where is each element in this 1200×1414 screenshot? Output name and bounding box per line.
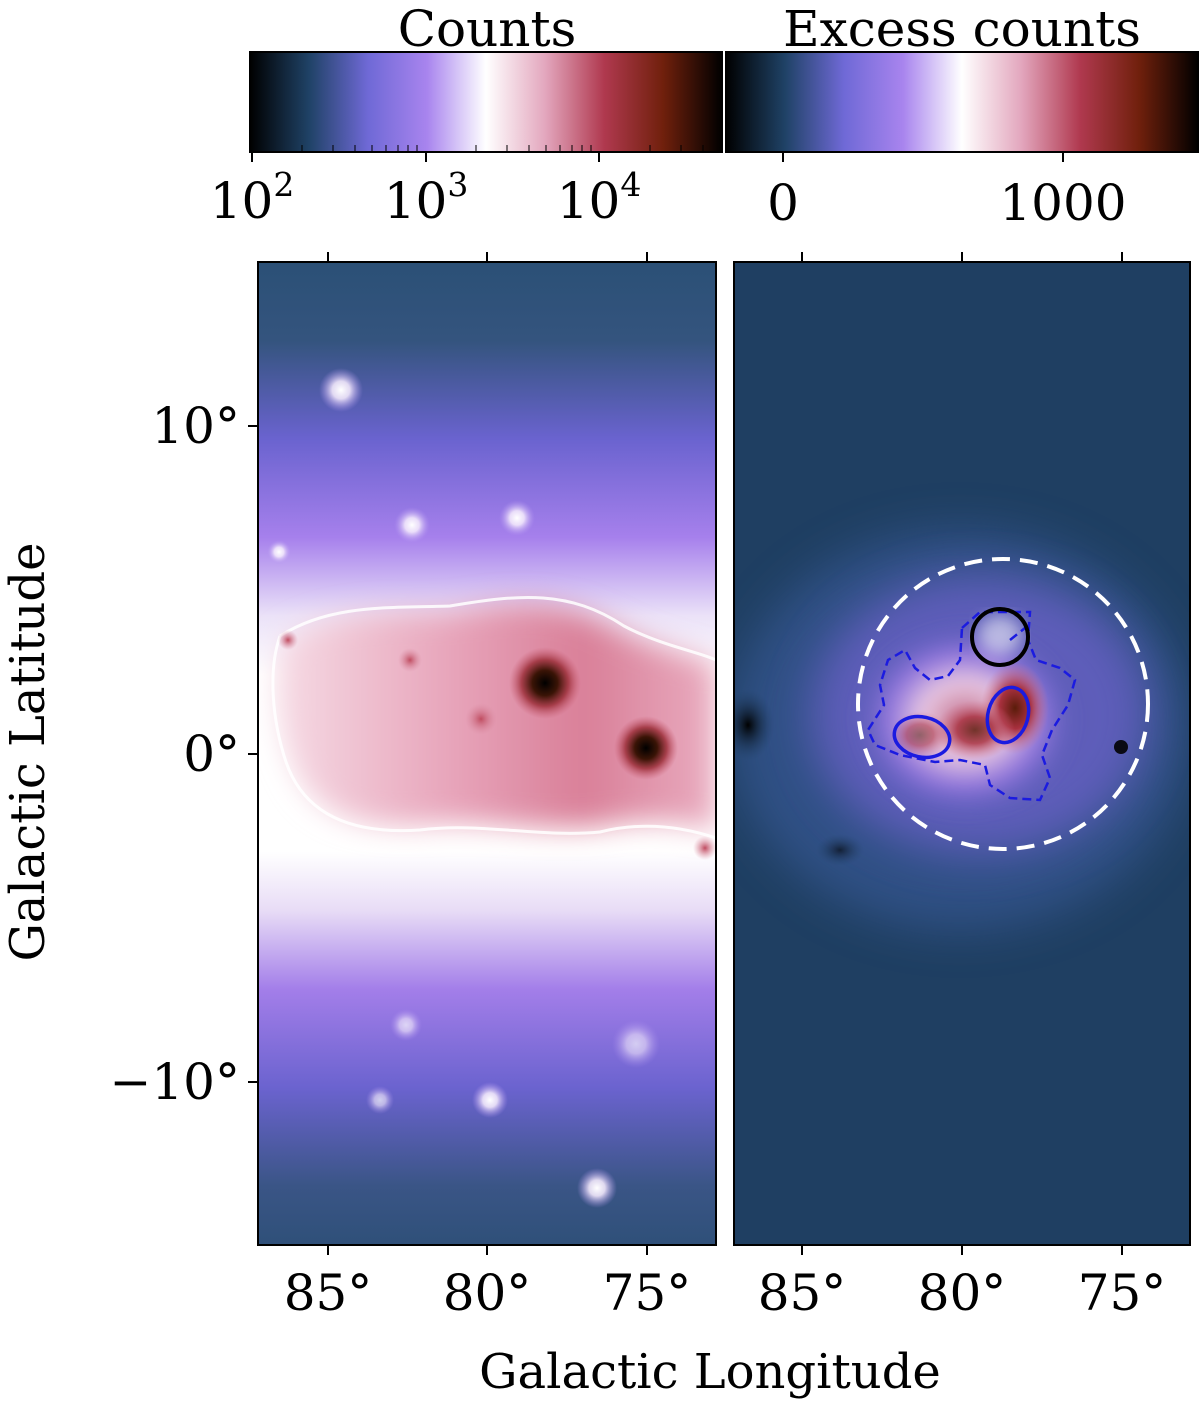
excess-colorbar-title: Excess counts — [783, 0, 1141, 58]
counts-colorbar-major-ticks — [251, 152, 600, 162]
point-source-glow — [472, 1082, 508, 1118]
axis-ticks — [248, 252, 1123, 1255]
y-tick-label: 0° — [183, 725, 240, 783]
plane-white-contour — [271, 595, 716, 840]
y-tick-label: −10° — [109, 1053, 240, 1111]
point-source-glow — [366, 1086, 394, 1114]
x-tick-label: 75° — [603, 1264, 692, 1322]
y-tick-label: 10° — [151, 397, 240, 455]
x-tick-label: 80° — [443, 1264, 532, 1322]
excess-colorbar-major-ticks — [782, 152, 1064, 162]
point-source-glow — [278, 630, 298, 650]
x-tick-label: 80° — [918, 1264, 1007, 1322]
point-source-glow — [509, 647, 581, 719]
x-tick-label: 85° — [758, 1264, 847, 1322]
counts-tick-label: 103 — [384, 165, 469, 230]
blue-dashed-contour — [866, 610, 1077, 802]
point-source-glow — [390, 1009, 422, 1041]
counts-colorbar-gradient — [249, 51, 723, 153]
point-source-glow — [267, 540, 291, 564]
point-source-glow — [394, 507, 430, 543]
black-circle-region — [970, 607, 1030, 667]
counts-tick-label: 102 — [210, 165, 295, 230]
counts-map — [257, 261, 717, 1246]
point-source-glow — [499, 500, 535, 536]
counts-colorbar-title: Counts — [398, 0, 577, 58]
blue-solid-contour — [892, 714, 952, 760]
blue-solid-contour — [985, 685, 1031, 745]
excess-colorbar: Excess counts 0 1000 — [725, 0, 1199, 232]
x-tick-label: 75° — [1078, 1264, 1167, 1322]
excess-emission — [978, 615, 1022, 655]
point-source-glow — [577, 1168, 617, 1208]
excess-emission — [935, 700, 1015, 760]
excess-tick-label: 0 — [767, 174, 799, 232]
counts-colorbar-minor-ticks — [301, 145, 704, 152]
excess-emission — [890, 711, 950, 759]
excess-tick-label: 1000 — [999, 174, 1126, 232]
point-source-glow — [465, 703, 497, 735]
point-source-glow — [693, 836, 716, 860]
point-source-glow — [319, 368, 363, 412]
excess-dark-deficit — [734, 689, 774, 761]
point-source-glow — [398, 648, 422, 672]
x-tick-label: 85° — [284, 1264, 373, 1322]
blue-dashed-contour — [1009, 627, 1026, 641]
counts-tick-label: 104 — [557, 165, 642, 230]
excess-colorbar-gradient — [725, 51, 1199, 153]
white-dashed-circle-region — [856, 557, 1150, 851]
excess-dark-deficit — [816, 834, 864, 866]
y-axis-label: Galactic Latitude — [0, 542, 56, 961]
counts-colorbar: Counts 102 103 104 — [210, 0, 723, 230]
point-source-glow — [614, 716, 678, 780]
x-axis-label: Galactic Longitude — [479, 1344, 941, 1400]
excess-map — [733, 261, 1191, 1246]
excess-source — [1114, 740, 1128, 754]
point-source-glow — [612, 1020, 660, 1068]
